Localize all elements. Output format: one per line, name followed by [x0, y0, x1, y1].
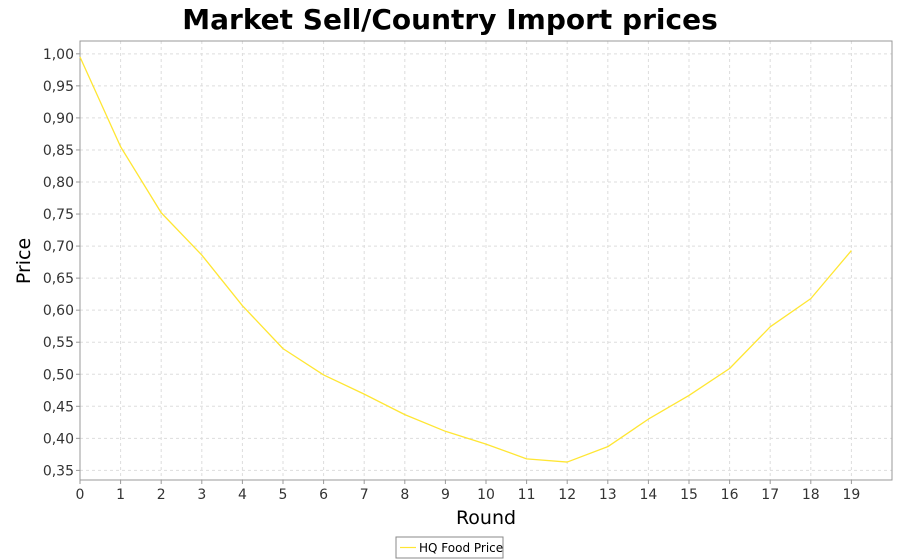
y-tick-label: 1,00 [43, 47, 74, 63]
x-tick-label: 6 [319, 487, 328, 503]
x-tick-label: 2 [157, 487, 166, 503]
data-point [321, 372, 326, 377]
legend-box [395, 536, 504, 559]
y-tick-label: 0,85 [43, 143, 74, 159]
data-point [402, 412, 407, 417]
y-axis: 0,35 0,40 0,45 0,50 0,55 0,60 0,65 0,70 0,75 0,80… [43, 47, 80, 479]
x-tick-label: 5 [279, 487, 288, 503]
grid-lines [79, 41, 892, 480]
data-point [240, 303, 245, 308]
data-point [524, 456, 529, 461]
x-axis: 0 1 2 3 4 5 6 7 8 9 10 11 12 13 14 15 16 17 18 19 [76, 480, 860, 503]
y-tick-label: 0,70 [43, 239, 74, 255]
series-layer [78, 55, 854, 465]
data-point [118, 144, 123, 149]
data-point [565, 460, 570, 465]
data-point [727, 366, 732, 371]
x-tick-label: 1 [116, 487, 125, 503]
y-tick-label: 0,60 [43, 303, 74, 319]
x-tick-label: 4 [238, 487, 247, 503]
x-tick-label: 9 [441, 487, 450, 503]
x-tick-label: 0 [76, 487, 85, 503]
y-tick-label: 0,75 [43, 207, 74, 223]
x-tick-label: 14 [639, 487, 657, 503]
y-tick-label: 0,40 [43, 431, 74, 447]
y-axis-label: Price [13, 238, 35, 284]
data-point [768, 324, 773, 329]
x-tick-label: 7 [360, 487, 369, 503]
x-tick-label: 15 [680, 487, 698, 503]
data-point [808, 296, 813, 301]
x-tick-label: 13 [599, 487, 617, 503]
legend-label-hq-food-price: HQ Food Price [419, 541, 503, 555]
data-point [159, 210, 164, 215]
data-point [605, 444, 610, 449]
data-point [281, 346, 286, 351]
data-point [484, 442, 489, 447]
data-point [199, 253, 204, 258]
x-tick-label: 8 [400, 487, 409, 503]
y-tick-label: 0,55 [43, 335, 74, 351]
data-point [646, 417, 651, 422]
x-tick-label: 17 [761, 487, 779, 503]
x-tick-label: 11 [518, 487, 536, 503]
chart-title: Market Sell/Country Import prices [182, 3, 718, 36]
data-point [849, 248, 854, 253]
y-tick-label: 0,50 [43, 367, 74, 383]
y-tick-label: 0,65 [43, 271, 74, 287]
y-tick-label: 0,35 [43, 463, 74, 479]
series-line-hq-food-price [79, 56, 852, 463]
x-tick-label: 18 [802, 487, 820, 503]
x-tick-label: 10 [477, 487, 495, 503]
legend: HQ Food Price [395, 536, 504, 559]
x-tick-label: 12 [558, 487, 576, 503]
x-tick-label: 19 [842, 487, 860, 503]
y-tick-label: 0,45 [43, 399, 74, 415]
x-tick-label: 16 [721, 487, 739, 503]
data-point [78, 55, 83, 60]
data-point [443, 429, 448, 434]
y-tick-label: 0,80 [43, 175, 74, 191]
y-tick-label: 0,90 [43, 111, 74, 127]
x-tick-label: 3 [197, 487, 206, 503]
data-point [362, 392, 367, 397]
x-axis-label: Round [456, 507, 516, 529]
data-point [687, 393, 692, 398]
y-tick-label: 0,95 [43, 79, 74, 95]
